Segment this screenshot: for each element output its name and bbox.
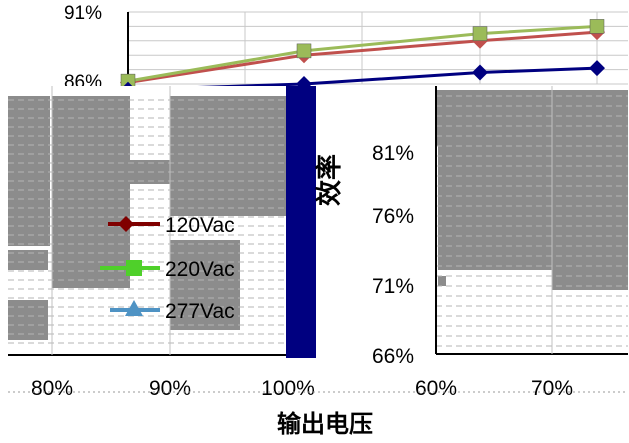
legend-square-marker-icon	[126, 260, 142, 276]
bottom-right-panel: 81% 76% 71% 66%	[372, 86, 628, 368]
right-panel-glitch-bands	[436, 90, 628, 347]
gray-glitch-band	[438, 146, 552, 230]
legend: 120Vac 220Vac 277Vac	[100, 214, 235, 323]
gray-glitch-band	[8, 96, 50, 246]
legend-item: 220Vac	[100, 258, 235, 281]
gray-glitch-band	[552, 90, 628, 260]
legend-item: 277Vac	[110, 300, 235, 323]
gray-glitch-band	[8, 250, 48, 270]
gray-glitch-band	[170, 240, 240, 330]
top-plot-area: 91% 86%	[64, 3, 628, 98]
right-y-tick-label: 71%	[372, 275, 414, 298]
x-axis-title: 输出电压	[277, 410, 373, 438]
left-panel-glitch-bands	[8, 96, 286, 344]
top-y-tick-label: 91%	[64, 3, 102, 24]
gray-glitch-band	[436, 90, 466, 146]
y-axis-title: 效率	[314, 154, 344, 206]
x-tick-label: 70%	[531, 377, 573, 400]
legend-label-277vac: 277Vac	[165, 300, 235, 323]
navy-vertical-band	[286, 86, 316, 358]
legend-diamond-marker-icon	[118, 216, 134, 232]
top-data-point	[472, 26, 488, 41]
right-y-tick-label: 66%	[372, 345, 414, 368]
top-series-line-120vac	[127, 30, 598, 85]
right-y-tick-label: 76%	[372, 205, 414, 228]
gray-glitch-band	[438, 276, 446, 286]
x-tick-label: 100%	[261, 377, 315, 400]
x-tick-label: 80%	[31, 377, 73, 400]
top-data-point	[589, 19, 605, 34]
bottom-left-panel	[8, 86, 360, 358]
gray-glitch-band	[466, 90, 552, 146]
top-data-point	[296, 43, 312, 59]
x-tick-label: 60%	[415, 377, 457, 400]
top-data-point	[472, 64, 488, 81]
x-tick-label: 90%	[149, 377, 191, 400]
right-y-tick-label: 81%	[372, 142, 414, 165]
gray-glitch-band	[552, 260, 628, 290]
top-series-line-220vac	[127, 24, 598, 83]
top-data-point	[589, 60, 605, 77]
gray-glitch-band	[170, 96, 286, 216]
x-tick-labels: 80% 90% 100% 60% 70%	[8, 377, 628, 400]
y-axis-title-text: 效率	[314, 154, 344, 206]
legend-item: 120Vac	[108, 214, 235, 237]
gray-glitch-band	[52, 96, 130, 288]
gap-band	[316, 86, 360, 358]
legend-label-120vac: 120Vac	[165, 214, 235, 237]
legend-label-220vac: 220Vac	[165, 258, 235, 281]
legend-triangle-marker-icon	[125, 300, 143, 316]
top-gridlines	[128, 11, 628, 85]
gray-glitch-band	[438, 230, 552, 270]
